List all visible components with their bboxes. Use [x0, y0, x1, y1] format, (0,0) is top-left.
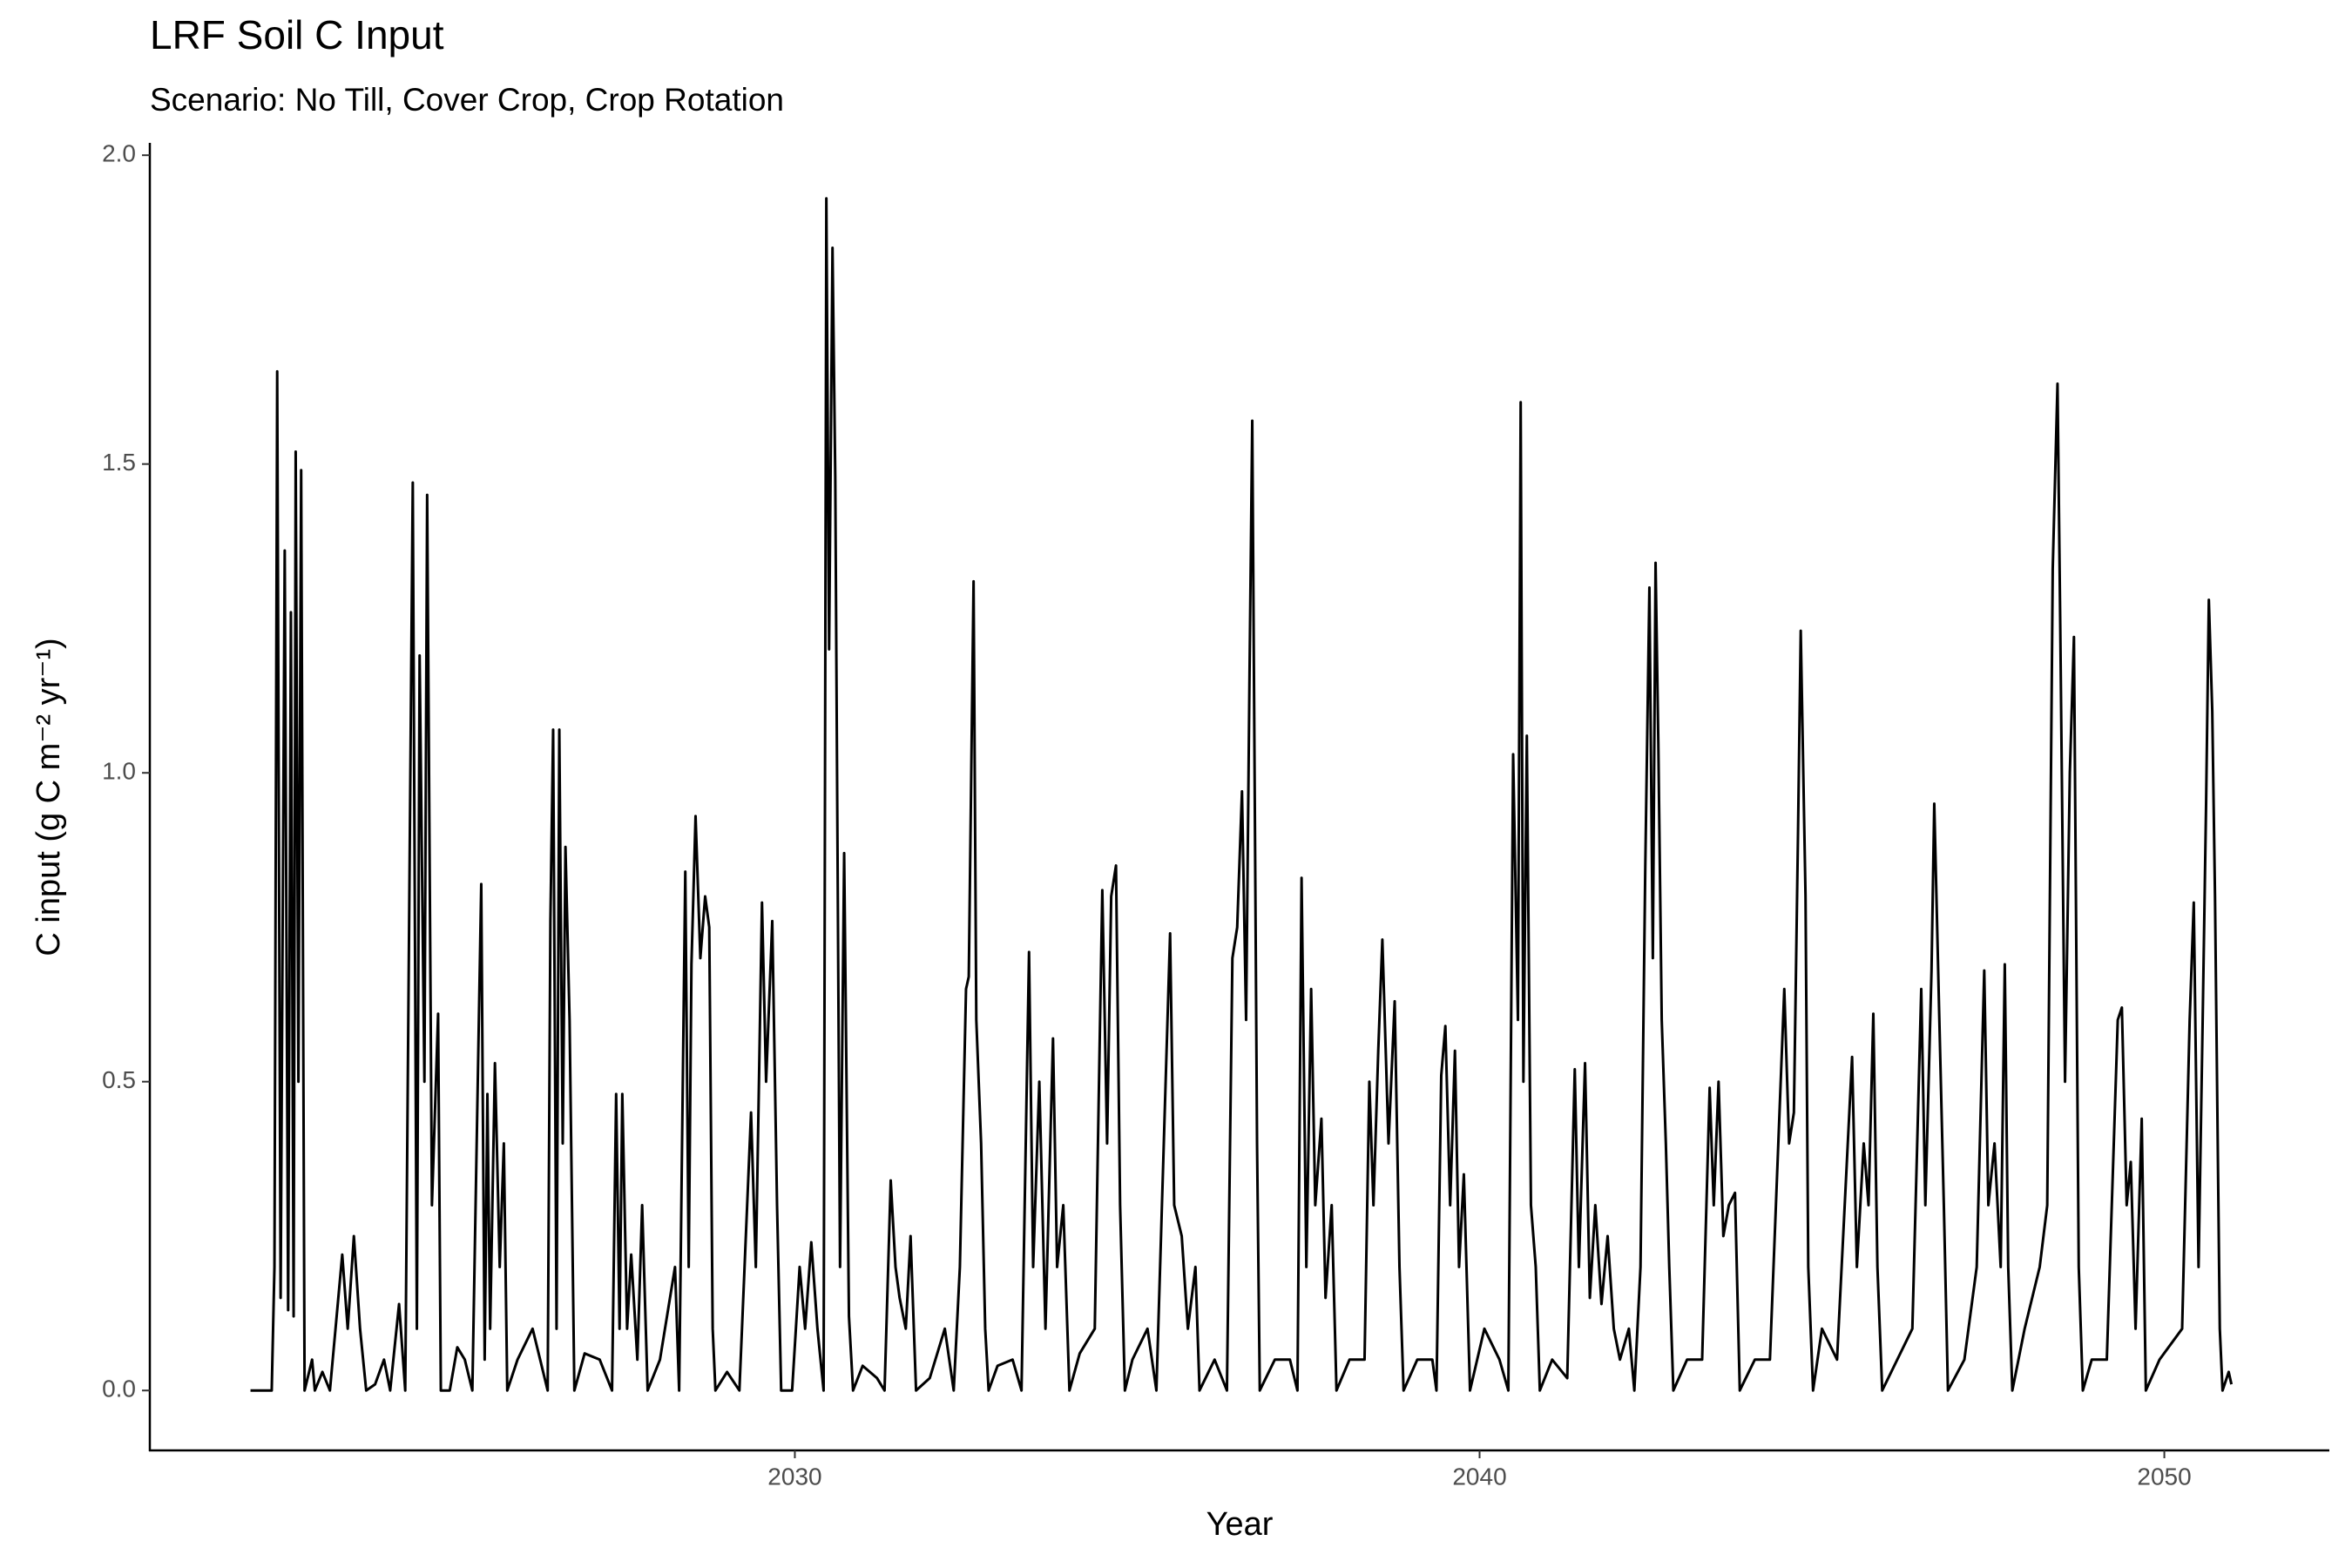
chart-title: LRF Soil C Input: [150, 12, 444, 57]
y-tick-label: 0.5: [102, 1066, 136, 1093]
chart-subtitle: Scenario: No Till, Cover Crop, Crop Rota…: [150, 82, 784, 118]
x-tick-label: 2050: [2137, 1463, 2191, 1490]
x-tick-label: 2040: [1452, 1463, 1506, 1490]
y-tick-label: 2.0: [102, 140, 136, 167]
x-tick-label: 2030: [767, 1463, 821, 1490]
y-tick-label: 1.5: [102, 449, 136, 476]
y-tick-label: 0.0: [102, 1375, 136, 1402]
y-tick-label: 1.0: [102, 758, 136, 785]
data-line: [250, 197, 2234, 1392]
y-axis-title: C input (g C m⁻² yr⁻¹): [30, 638, 67, 956]
x-axis-title: Year: [1206, 1506, 1274, 1543]
